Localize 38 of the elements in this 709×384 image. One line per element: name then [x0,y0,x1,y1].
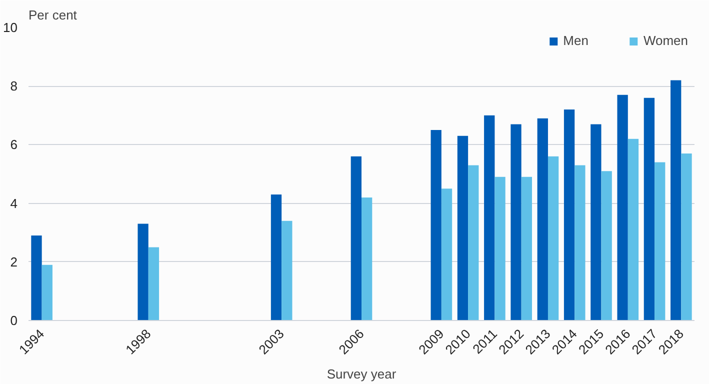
bar [484,115,495,320]
bar [644,98,655,320]
bar [350,156,362,320]
y-tick-label: 2 [10,254,18,270]
bar [270,194,282,320]
legend-label: Men [563,33,588,48]
bar [628,138,639,320]
bar [148,247,160,320]
bar [574,165,586,320]
bar [138,224,148,320]
bar [564,110,575,320]
bar [537,118,548,320]
bar [681,153,692,320]
bar [510,124,522,320]
y-tick-label: 4 [10,196,18,211]
bar [362,197,372,320]
y-tick-label: 0 [10,313,18,328]
bar [654,162,666,320]
bar [521,176,532,320]
y-tick-label: 6 [10,137,18,152]
bar [617,94,628,320]
bar [468,165,479,320]
legend-label: Women [643,33,688,48]
x-axis-title: Survey year [326,366,397,382]
bar [441,188,452,320]
bar [430,130,442,320]
bar [601,171,612,320]
bar [494,176,506,320]
bar [548,156,559,320]
bar [590,124,602,320]
bar [670,80,682,320]
y-axis-title: Per cent [28,8,78,22]
bar [457,136,468,320]
bar [282,220,292,320]
bar [31,236,42,320]
bar [42,264,52,320]
y-tick-label: 10 [3,20,18,35]
y-tick-label: 8 [10,78,18,94]
